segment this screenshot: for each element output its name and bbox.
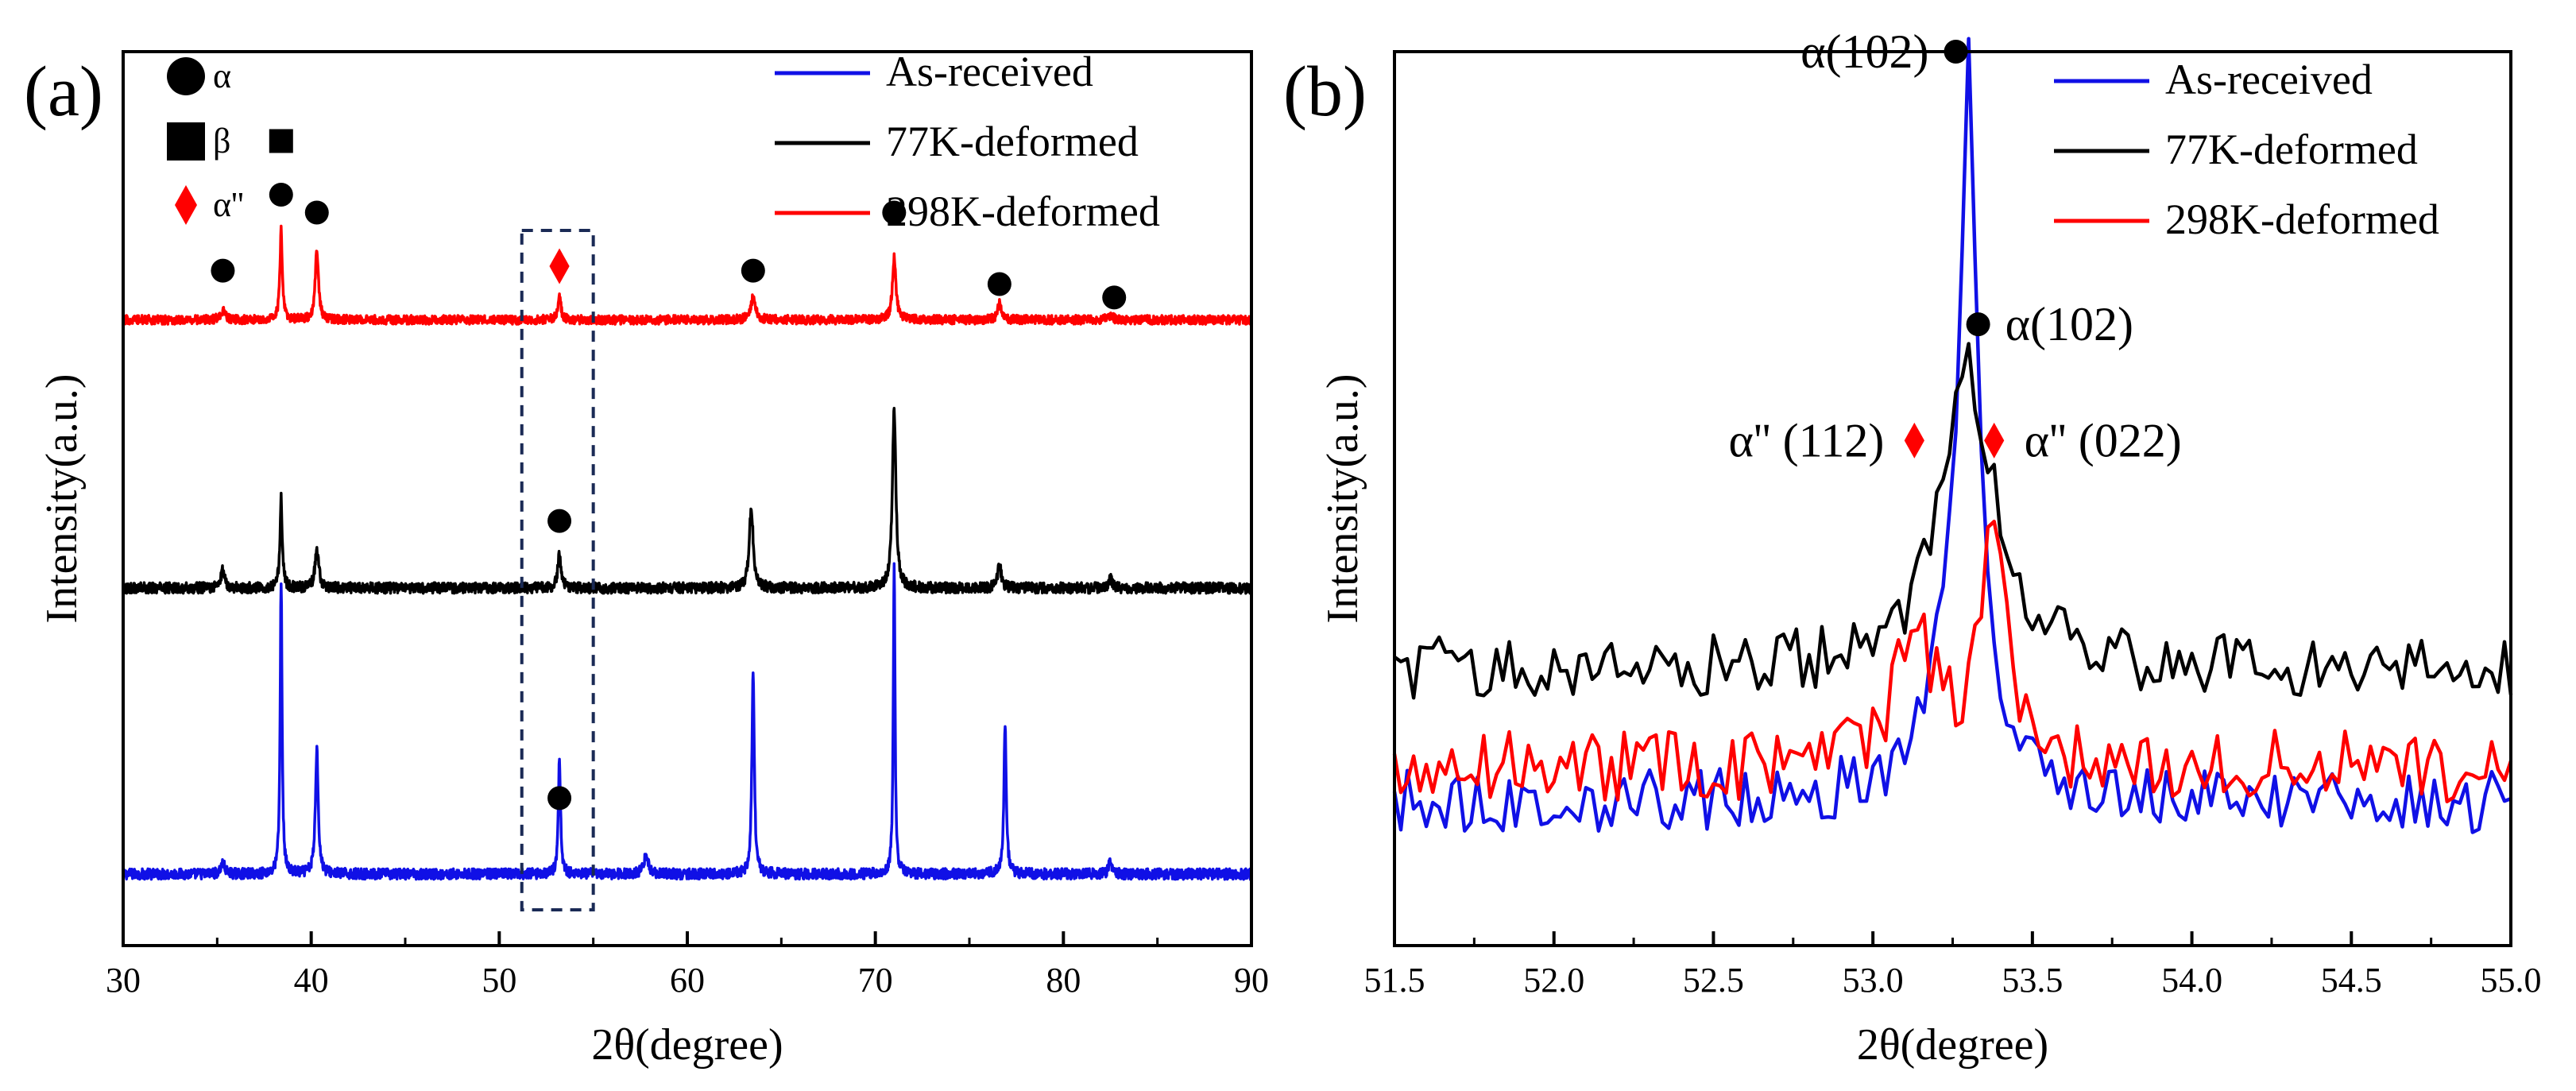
panel-a-phase-legend-label: α	[213, 56, 231, 95]
panel-a-highlight-box	[520, 229, 595, 911]
panel-b-peak-marker-circle	[1944, 40, 1968, 64]
panel-b-x-tick-label: 54.0	[2161, 961, 2222, 1000]
panel-a-peak-marker-circle	[547, 509, 572, 533]
panel-a-x-tick-label: 50	[482, 961, 516, 1000]
panel-a-peak-marker-square	[269, 129, 293, 153]
panel-a-x-axis-label: 2θ(degree)	[591, 1020, 783, 1070]
panel-a-peak-marker-circle	[547, 786, 572, 811]
panel-a-series-line-77k-deformed	[122, 407, 1253, 595]
panel-a-legend-label: 298K-deformed	[886, 188, 1160, 235]
panel-b-peak-label: α(102)	[1800, 25, 1928, 78]
panel-b-peak-marker-diamond	[1984, 422, 2005, 458]
panel-b-x-tick-label: 53.5	[2002, 961, 2063, 1000]
panel-b-x-tick-label: 52.5	[1683, 961, 1744, 1000]
panel-a-panel-label: (a)	[24, 52, 103, 131]
panel-a-x-tick-label: 70	[858, 961, 893, 1000]
panel-b-y-axis-label: Intensity(a.u.)	[1318, 373, 1367, 623]
panel-b-peak-marker-diamond	[1904, 422, 1924, 458]
panel-a-x-tick-label: 40	[294, 961, 329, 1000]
panel-a-peak-marker-circle	[987, 272, 1011, 296]
panel-b-x-tick-label: 52.0	[1523, 961, 1584, 1000]
panel-b-peak-label: α'' (112)	[1729, 414, 1885, 466]
panel-b-legend-label: 77K-deformed	[2165, 126, 2418, 173]
panel-b-peak-label: α(102)	[2005, 298, 2133, 350]
panel-a-series-line-as-received	[122, 562, 1253, 881]
panel-b-x-tick-label: 51.5	[1364, 961, 1425, 1000]
panel-b-peak-label: α'' (022)	[2025, 414, 2182, 466]
panel-a-x-tick-label: 90	[1234, 961, 1269, 1000]
panel-a-peak-marker-circle	[269, 183, 293, 207]
panel-a-legend-label: As-received	[886, 48, 1093, 95]
panel-b-legend-label: 298K-deformed	[2165, 195, 2439, 243]
panel-b-series-line-298k-deformed	[1392, 520, 2513, 803]
panel-a-peak-marker-diamond	[549, 248, 570, 284]
panel-a-phase-legend-label: α''	[213, 185, 244, 224]
panel-a-series-line-298k-deformed	[122, 224, 1253, 326]
panel-b-x-tick-label: 53.0	[1843, 961, 1904, 1000]
panel-a-y-axis-label: Intensity(a.u.)	[37, 373, 87, 623]
panel-b-legend-label: As-received	[2165, 56, 2373, 103]
panel-a-peak-marker-circle	[304, 200, 329, 225]
panel-b-series-line-77k-deformed	[1393, 342, 2513, 700]
panel-a-phase-legend-diamond	[175, 185, 197, 225]
panel-b-x-tick-label: 54.5	[2321, 961, 2382, 1000]
panel-b-panel-label: (b)	[1283, 52, 1367, 131]
panel-a-phase-legend-label: β	[213, 122, 230, 161]
panel-b-x-axis-label: 2θ(degree)	[1857, 1020, 2048, 1070]
panel-a-legend-label: 77K-deformed	[886, 118, 1139, 165]
panel-b-peak-marker-circle	[1966, 312, 1990, 337]
panel-a-x-tick-label: 80	[1046, 961, 1081, 1000]
panel-a-x-tick-label: 60	[670, 961, 705, 1000]
panel-a-peak-marker-circle	[882, 200, 907, 225]
panel-a-peak-marker-circle	[1102, 285, 1127, 310]
panel-b-x-tick-label: 55.0	[2481, 961, 2542, 1000]
panel-a-x-tick-label: 30	[106, 961, 141, 1000]
panel-a-plot-frame	[122, 50, 1253, 947]
panel-a-peak-marker-circle	[211, 258, 235, 283]
panel-a-peak-marker-circle	[741, 258, 765, 283]
panel-a-phase-legend-circle	[167, 57, 205, 95]
panel-a-phase-legend-square	[167, 122, 205, 161]
